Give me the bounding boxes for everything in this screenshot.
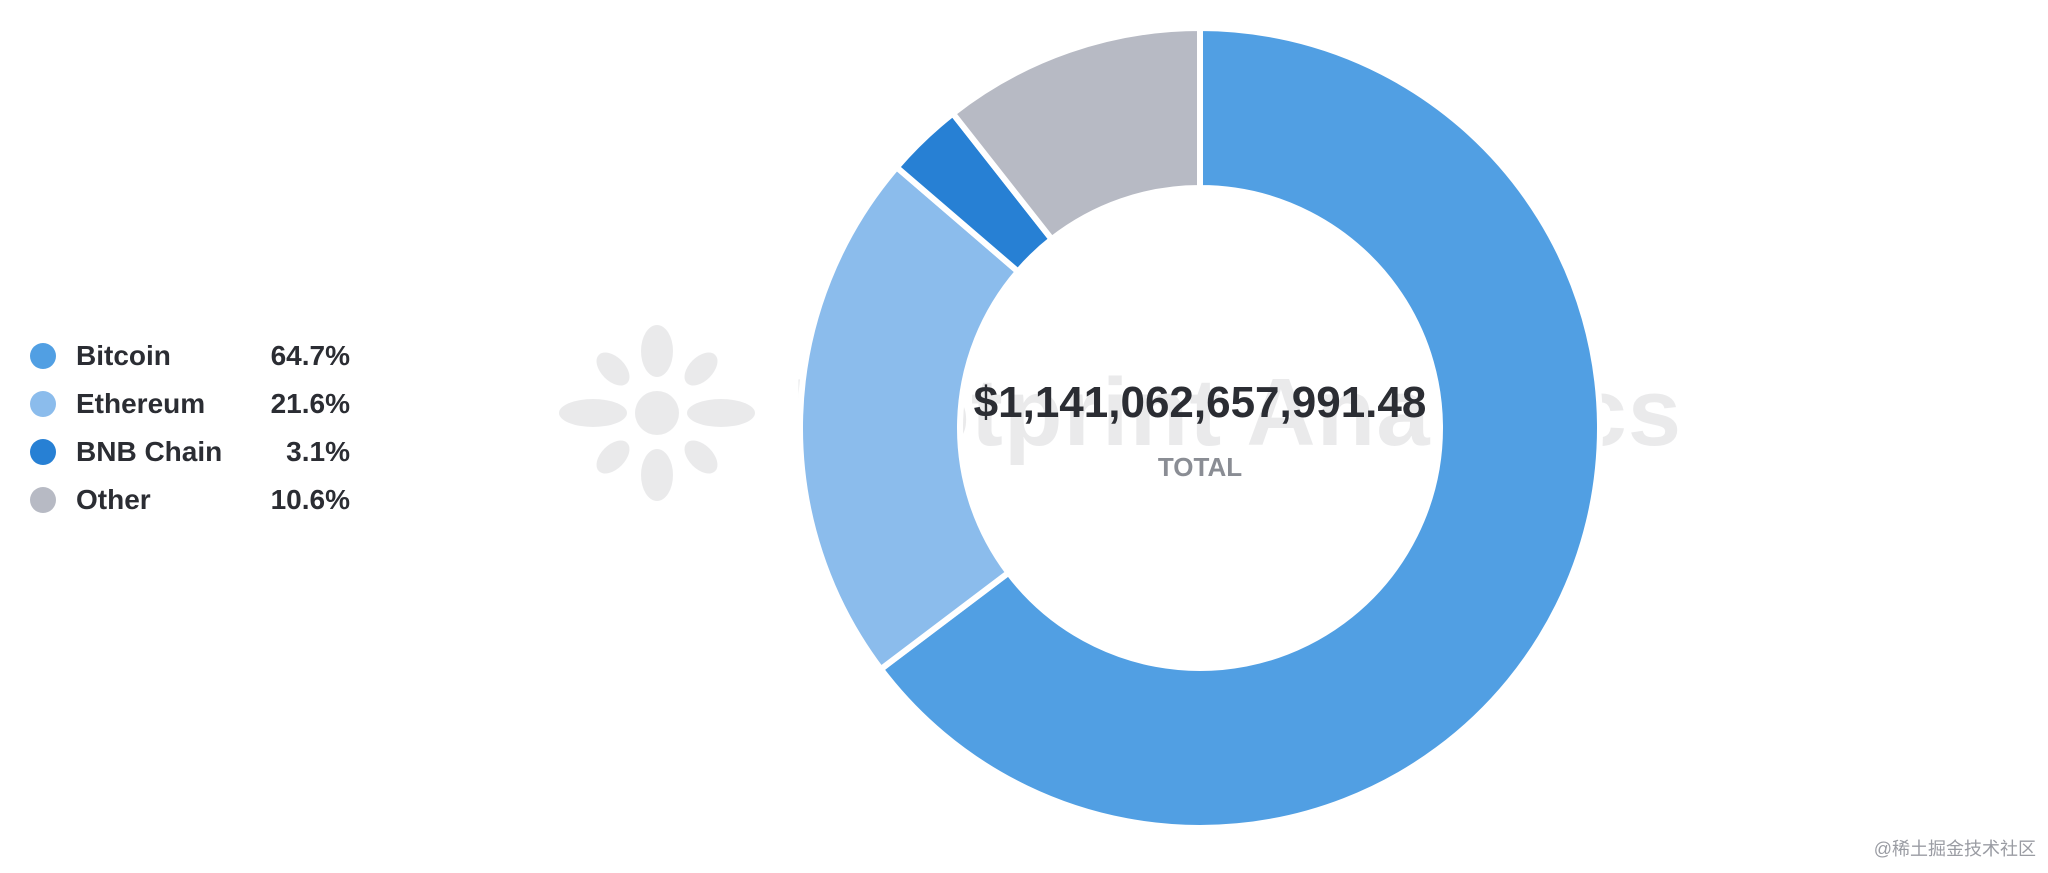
donut-slice[interactable] <box>797 164 1021 673</box>
legend-label: Ethereum <box>76 388 206 419</box>
legend-item[interactable]: Ethereum 21.6% <box>30 380 350 428</box>
legend-swatch <box>30 343 56 369</box>
legend-label: BNB Chain <box>76 436 223 467</box>
donut-slice[interactable] <box>877 25 1603 831</box>
legend-value: 21.6% <box>270 388 350 419</box>
legend-swatch <box>30 391 56 417</box>
center-total-value: $1,141,062,657,991.48 <box>973 378 1427 427</box>
center-total-label: TOTAL <box>1157 452 1243 482</box>
donut-slice[interactable] <box>949 25 1203 243</box>
legend-value: 64.7% <box>270 340 350 371</box>
legend-label: Bitcoin <box>76 340 171 371</box>
legend-label: Other <box>76 484 151 515</box>
source-credit: @稀土掘金技术社区 <box>1873 839 2036 859</box>
legend-item[interactable]: BNB Chain 3.1% <box>30 428 350 476</box>
chart-legend: Bitcoin 64.7% Ethereum 21.6% BNB Chain 3.1% Ot… <box>30 332 350 524</box>
legend-item[interactable]: Bitcoin 64.7% <box>30 332 350 380</box>
legend-value: 10.6% <box>270 484 350 515</box>
legend-swatch <box>30 439 56 465</box>
legend-item[interactable]: Other 10.6% <box>30 476 350 524</box>
legend-value: 3.1% <box>286 436 350 467</box>
legend-swatch <box>30 487 56 513</box>
